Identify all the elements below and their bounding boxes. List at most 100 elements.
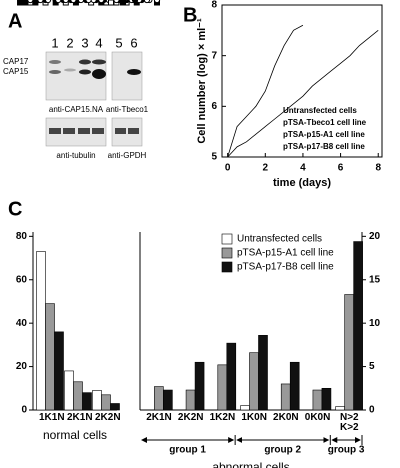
bar xyxy=(110,403,120,411)
x-tick-label: 8 xyxy=(375,163,381,174)
bar xyxy=(73,381,83,411)
x-tick-label: 6 xyxy=(338,163,344,174)
x-tick-label: 1K2N xyxy=(209,412,236,423)
legend-label: Untransfected cells xyxy=(237,234,322,245)
point xyxy=(98,0,105,4)
legend-swatch xyxy=(221,247,233,259)
x-tick-label: 2K1N xyxy=(146,412,172,423)
group-label: group 2 xyxy=(264,445,301,456)
x-axis-label: normal cells xyxy=(43,428,107,442)
bar xyxy=(249,352,259,411)
point xyxy=(90,0,97,4)
y2-tick-label: 10 xyxy=(369,318,381,329)
y2-tick-label: 15 xyxy=(369,274,381,285)
group-label: group 3 xyxy=(328,445,365,456)
blot-label: anti-GPDH xyxy=(108,151,147,160)
blot-label: anti-CAP15.NA xyxy=(49,105,104,114)
x-tick-label: N>2 K>2 xyxy=(339,412,359,433)
bar xyxy=(258,335,268,411)
y-tick-label: 7 xyxy=(211,50,217,61)
panel-label: A xyxy=(8,10,22,32)
legend-label: pTSA-p15-A1 cell line xyxy=(237,248,334,259)
y-tick-label: 40 xyxy=(16,318,28,329)
y-tick-label: 0 xyxy=(21,405,27,416)
band-label: CAP17 xyxy=(3,57,29,66)
bar xyxy=(280,383,291,411)
y-tick-label: 80 xyxy=(16,231,28,242)
bar xyxy=(240,405,250,411)
bar xyxy=(226,342,237,411)
lane-number: 2 xyxy=(66,35,73,50)
legend-swatch xyxy=(221,233,233,245)
y-axis-label: Cell number (log) × ml⁻¹ xyxy=(196,18,208,144)
point xyxy=(85,0,92,4)
point xyxy=(55,0,62,4)
legend-marker xyxy=(108,0,114,6)
bar xyxy=(185,389,196,411)
bar xyxy=(344,294,354,411)
blots xyxy=(45,51,143,147)
point xyxy=(153,0,161,4)
fit-line xyxy=(227,24,304,158)
point xyxy=(113,0,120,4)
lane-number: 1 xyxy=(51,35,58,50)
x-tick-label: 0 xyxy=(225,163,231,174)
bar xyxy=(64,370,74,411)
x-tick-label: 4 xyxy=(300,163,306,174)
point xyxy=(27,0,34,4)
blot-label: anti-tubulin xyxy=(56,151,95,160)
x-tick-label: 2 xyxy=(263,163,269,174)
plot-frame xyxy=(221,4,383,158)
x-tick-label: 2K1N xyxy=(67,412,93,423)
x-tick-label: 2K2N xyxy=(95,412,121,423)
legend-swatch xyxy=(221,261,233,273)
y-tick-label: 8 xyxy=(211,0,217,11)
x-tick-label: 1K0N xyxy=(241,412,267,423)
legend-label: Untransfected cells xyxy=(283,106,357,115)
bar xyxy=(353,241,363,411)
legend-marker xyxy=(131,0,139,4)
x-tick-label: 2K2N xyxy=(177,412,204,423)
y-tick-label: 60 xyxy=(16,274,28,285)
blot-label: anti-Tbeco1 xyxy=(106,105,149,114)
point xyxy=(70,0,77,4)
bar xyxy=(335,406,345,411)
bar xyxy=(82,392,92,411)
bar xyxy=(312,389,323,411)
y-tick-label: 5 xyxy=(211,152,217,163)
legend-marker xyxy=(120,0,126,6)
panel-label: C xyxy=(8,198,22,220)
group-label: group 1 xyxy=(169,445,206,456)
point xyxy=(77,0,85,4)
legend-marker xyxy=(143,0,151,4)
bar xyxy=(92,390,102,411)
point xyxy=(62,0,69,4)
x-axis-label: abnormal cells xyxy=(212,460,289,468)
band-label: CAP15 xyxy=(3,67,29,76)
y-tick-label: 6 xyxy=(211,101,217,112)
bar xyxy=(194,361,205,411)
point xyxy=(22,0,29,6)
bar xyxy=(321,387,332,411)
bar xyxy=(101,394,111,411)
y2-tick-label: 20 xyxy=(369,231,381,242)
bar xyxy=(217,364,228,411)
bar xyxy=(54,331,64,411)
bar xyxy=(154,386,164,411)
x-axis-label: time (days) xyxy=(273,177,331,189)
lane-number: 6 xyxy=(130,35,137,50)
x-tick-label: 0K0N xyxy=(304,412,331,423)
bar xyxy=(289,361,300,411)
y2-tick-label: 5 xyxy=(369,361,375,372)
bar xyxy=(36,251,46,411)
point xyxy=(44,0,52,4)
lane-number: 4 xyxy=(95,35,102,50)
point xyxy=(37,0,44,4)
point xyxy=(17,0,24,6)
y-tick-label: 20 xyxy=(16,361,28,372)
bar xyxy=(163,389,173,411)
lane-number: 3 xyxy=(81,35,88,50)
bar xyxy=(45,303,55,411)
